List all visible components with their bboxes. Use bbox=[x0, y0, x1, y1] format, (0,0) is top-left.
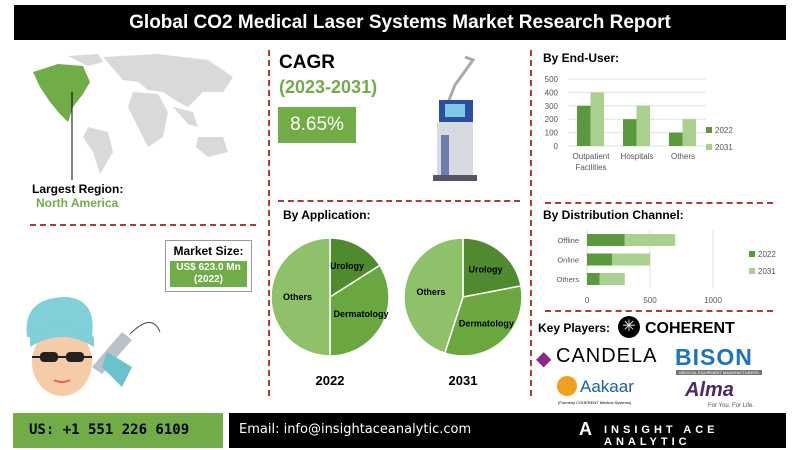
laser-machine-image bbox=[433, 55, 477, 181]
world-map bbox=[33, 54, 233, 180]
pie-label: Others bbox=[283, 292, 312, 302]
candela-logo: CANDELA bbox=[556, 345, 658, 367]
y-tick-label: 400 bbox=[545, 88, 559, 97]
report-title: Global CO2 Medical Laser Systems Market … bbox=[14, 5, 786, 40]
market-size-label: Market Size: bbox=[173, 244, 244, 258]
pie-label: Others bbox=[416, 287, 445, 297]
coherent-logo: COHERENT bbox=[645, 320, 735, 337]
market-size-value: US$ 623.0 Mn bbox=[176, 262, 241, 273]
x-tick-label: 500 bbox=[643, 296, 657, 305]
x-tick-label: Facilities bbox=[575, 163, 606, 172]
legend-swatch bbox=[706, 144, 712, 150]
end-user-title: By End-User: bbox=[543, 51, 620, 65]
legend-label: 2022 bbox=[715, 126, 733, 135]
pie-slice-urology bbox=[462, 237, 522, 298]
legend-swatch bbox=[749, 268, 755, 274]
largest-region-value: North America bbox=[36, 196, 119, 210]
distribution-bar-chart: 0 500 1000 Offline Online Others 2022 2031 bbox=[556, 230, 776, 305]
north-america-highlight bbox=[33, 64, 90, 122]
alma-tagline: For You. For Life. bbox=[708, 403, 755, 409]
x-tick-label: 0 bbox=[585, 296, 590, 305]
bar-2022 bbox=[587, 273, 600, 285]
divider bbox=[545, 310, 773, 312]
brand-name: INSIGHT ACE ANALYTIC bbox=[604, 424, 719, 448]
candela-logo-icon: ◆ bbox=[536, 348, 552, 370]
aakaar-tagline: (Formerly COHERENT Medical Systems) bbox=[558, 400, 632, 405]
divider bbox=[530, 50, 532, 396]
phone-number: US: +1 551 226 6109 bbox=[13, 413, 223, 448]
footer-bar: Email: info@insightaceanalytic.com A INS… bbox=[229, 413, 786, 448]
market-size-year: (2022) bbox=[194, 274, 223, 285]
y-tick-label: 500 bbox=[545, 75, 559, 84]
cagr-label: CAGR bbox=[279, 52, 335, 73]
bar-2031 bbox=[612, 253, 650, 266]
pie-label: Urology bbox=[330, 261, 364, 271]
alma-logo: Alma bbox=[685, 379, 734, 401]
y-tick-label: 0 bbox=[554, 142, 559, 151]
divider bbox=[30, 224, 256, 226]
y-tick-label: Online bbox=[557, 256, 579, 265]
x-tick-label: 1000 bbox=[704, 296, 722, 305]
pie-caption: 2022 bbox=[316, 373, 345, 388]
bar-2022 bbox=[587, 234, 625, 246]
divider bbox=[545, 202, 773, 204]
x-tick-label: Others bbox=[671, 152, 695, 161]
cagr-value: 8.65% bbox=[278, 107, 356, 143]
distribution-title: By Distribution Channel: bbox=[543, 208, 684, 222]
bar-2022 bbox=[623, 119, 637, 146]
bar-2031 bbox=[636, 105, 650, 146]
pie-label: Dermatology bbox=[459, 319, 514, 329]
pie-slice-dermatology bbox=[329, 264, 390, 357]
pie-slice-dermatology bbox=[443, 285, 523, 357]
pie-label: Urology bbox=[469, 265, 503, 275]
insight-ace-logo-icon: A bbox=[579, 419, 592, 439]
y-tick-label: Offline bbox=[557, 236, 579, 245]
cagr-period: (2023-2031) bbox=[279, 77, 378, 97]
y-tick-label: Others bbox=[556, 275, 579, 284]
end-user-bar-chart: 0 100 200 300 400 500 Outpatient Facilities Hosp… bbox=[545, 75, 734, 172]
bar-2031 bbox=[590, 92, 604, 146]
coherent-logo-icon: ✳ bbox=[618, 316, 640, 338]
bar-2031 bbox=[682, 119, 696, 146]
y-tick-label: 300 bbox=[545, 102, 559, 111]
pie-slice-urology bbox=[329, 237, 381, 299]
aakaar-logo-icon bbox=[557, 376, 577, 396]
x-tick-label: Hospitals bbox=[621, 152, 654, 161]
bar-2022 bbox=[587, 253, 613, 266]
bar-2031 bbox=[624, 234, 676, 246]
y-tick-label: 200 bbox=[545, 115, 559, 124]
map-continents bbox=[68, 54, 233, 174]
legend-label: 2022 bbox=[758, 250, 776, 259]
bar-2022 bbox=[669, 132, 683, 146]
pie-label: Dermatology bbox=[334, 309, 389, 319]
legend-label: 2031 bbox=[758, 267, 776, 276]
y-tick-label: 100 bbox=[545, 129, 559, 138]
aakaar-logo: Aakaar bbox=[580, 377, 634, 396]
legend-swatch bbox=[706, 127, 712, 133]
divider bbox=[278, 200, 520, 202]
email-link[interactable]: Email: info@insightaceanalytic.com bbox=[239, 422, 472, 437]
bar-2022 bbox=[577, 105, 591, 146]
legend-swatch bbox=[749, 251, 755, 257]
bar-2031 bbox=[599, 273, 625, 285]
bison-tagline: MEDICAL EQUIPMENT MANUFACTURERS bbox=[676, 370, 762, 375]
legend-label: 2031 bbox=[715, 143, 733, 152]
application-title: By Application: bbox=[283, 208, 371, 222]
bison-logo: BISON bbox=[675, 344, 753, 370]
pie-slice-others bbox=[270, 237, 331, 357]
key-players-label: Key Players: bbox=[538, 321, 611, 335]
market-size-card: Market Size: US$ 623.0 Mn (2022) bbox=[165, 240, 252, 292]
application-pie-charts: Urology Dermatology Others 2022 Urology Derma… bbox=[270, 237, 523, 388]
x-tick-label: Outpatient bbox=[573, 152, 611, 161]
pie-caption: 2031 bbox=[449, 373, 478, 388]
pie-slice-others bbox=[403, 237, 464, 355]
largest-region-label: Largest Region: bbox=[32, 182, 124, 196]
divider bbox=[268, 50, 270, 396]
laser-treatment-illustration bbox=[26, 297, 161, 396]
